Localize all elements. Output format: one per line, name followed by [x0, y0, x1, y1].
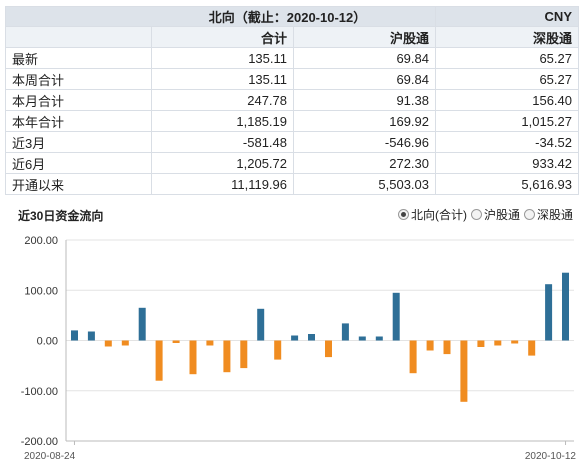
column-header-shenzhen: 深股通 — [435, 26, 579, 48]
table-cell: 1,015.27 — [435, 110, 579, 132]
chart-title: 近30日资金流向 — [18, 209, 104, 223]
bar[interactable] — [104, 340, 112, 347]
table-cell: 135.11 — [151, 68, 294, 90]
bar[interactable] — [189, 340, 197, 375]
currency-label: CNY — [435, 6, 579, 27]
bar[interactable] — [206, 340, 214, 346]
bar[interactable] — [375, 336, 383, 341]
bar[interactable] — [274, 340, 282, 360]
y-tick-label: -200.00 — [21, 436, 58, 448]
column-header-row: 合计 沪股通 深股通 — [5, 26, 579, 48]
bar[interactable] — [528, 340, 536, 356]
bar[interactable] — [291, 335, 299, 341]
bar[interactable] — [121, 340, 129, 346]
y-tick-label: -100.00 — [21, 386, 58, 398]
table-row: 近6月 1,205.72 272.30 933.42 — [5, 152, 579, 174]
table-cell: 1,205.72 — [151, 152, 294, 174]
bar[interactable] — [172, 340, 180, 344]
bar[interactable] — [392, 292, 400, 341]
table-cell: -581.48 — [151, 131, 294, 153]
bar[interactable] — [257, 308, 265, 341]
bar[interactable] — [308, 334, 315, 341]
table-row: 本周合计 135.11 69.84 65.27 — [5, 68, 579, 90]
row-label: 最新 — [5, 47, 152, 69]
bar[interactable] — [494, 340, 502, 346]
legend-option-total[interactable]: 北向(合计) — [397, 206, 467, 223]
table-cell: 65.27 — [435, 47, 579, 69]
legend-option-shenzhen[interactable]: 深股通 — [523, 206, 573, 223]
y-tick-label: 0.00 — [37, 336, 58, 348]
table-cell: 247.78 — [151, 89, 294, 111]
legend-label-total: 北向(合计) — [410, 208, 467, 222]
table-body: 最新 135.11 69.84 65.27 本周合计 135.11 69.84 65.27 本月… — [5, 47, 579, 195]
bar[interactable] — [87, 331, 95, 341]
table-cell: 5,616.93 — [435, 173, 579, 195]
row-label: 开通以来 — [5, 173, 152, 195]
bar[interactable] — [443, 340, 451, 355]
table-cell: -546.96 — [293, 131, 436, 153]
bar[interactable] — [358, 336, 366, 341]
radio-unselected-icon[interactable] — [470, 209, 482, 220]
table-cell: 272.30 — [293, 152, 436, 174]
bar[interactable] — [477, 340, 485, 348]
legend-label-shanghai: 沪股通 — [483, 208, 520, 222]
bar[interactable] — [511, 340, 519, 344]
bar[interactable] — [240, 340, 248, 369]
column-header-blank — [5, 26, 152, 48]
legend-label-shenzhen: 深股通 — [536, 208, 573, 222]
x-tick-label-start: 2020-08-24 — [24, 451, 76, 462]
table-cell: 69.84 — [293, 47, 436, 69]
bar[interactable] — [71, 330, 78, 341]
bar[interactable] — [409, 340, 417, 374]
bar[interactable] — [460, 340, 468, 402]
table-cell: 69.84 — [293, 68, 436, 90]
y-tick-label: 200.00 — [24, 235, 58, 247]
table-cell: 169.92 — [293, 110, 436, 132]
table-row: 本年合计 1,185.19 169.92 1,015.27 — [5, 110, 579, 132]
table-cell: -34.52 — [435, 131, 579, 153]
bar[interactable] — [155, 340, 163, 381]
bar[interactable] — [545, 284, 553, 341]
table-cell: 1,185.19 — [151, 110, 294, 132]
table-cell: 5,503.03 — [293, 173, 436, 195]
bar[interactable] — [223, 340, 231, 373]
row-label: 本月合计 — [5, 89, 152, 111]
row-label: 本年合计 — [5, 110, 152, 132]
table-cell: 91.38 — [293, 89, 436, 111]
table-title-row: 北向（截止：2020-10-12） CNY — [5, 6, 579, 27]
table-row: 近3月 -581.48 -546.96 -34.52 — [5, 131, 579, 153]
row-label: 本周合计 — [5, 68, 152, 90]
table-cell: 11,119.96 — [151, 173, 294, 195]
table-cell: 65.27 — [435, 68, 579, 90]
bar[interactable] — [562, 272, 569, 341]
row-label: 近6月 — [5, 152, 152, 174]
table-title: 北向（截止：2020-10-12） — [5, 6, 436, 27]
bar[interactable] — [325, 340, 332, 358]
column-header-total: 合计 — [151, 26, 294, 48]
bar[interactable] — [341, 323, 349, 341]
x-tick-label-end: 2020-10-12 — [525, 451, 577, 462]
table-row: 开通以来 11,119.96 5,503.03 5,616.93 — [5, 173, 579, 195]
column-header-shanghai: 沪股通 — [293, 26, 436, 48]
bar[interactable] — [426, 340, 434, 351]
table-cell: 933.42 — [435, 152, 579, 174]
northbound-summary-table: 北向（截止：2020-10-12） CNY 合计 沪股通 深股通 最新 135.1… — [5, 6, 579, 195]
table-cell: 156.40 — [435, 89, 579, 111]
bar[interactable] — [138, 307, 146, 341]
radio-unselected-icon[interactable] — [523, 209, 535, 220]
radio-selected-icon[interactable] — [397, 209, 409, 220]
legend-option-shanghai[interactable]: 沪股通 — [470, 206, 520, 223]
fund-flow-bar-chart: 200.00 100.00 0.00 -100.00 -200.00 2020-08-24… — [21, 235, 577, 462]
table-row: 最新 135.11 69.84 65.27 — [5, 47, 579, 69]
chart-legend: 北向(合计) 沪股通 深股通 — [397, 206, 573, 223]
row-label: 近3月 — [5, 131, 152, 153]
y-tick-label: 100.00 — [24, 285, 58, 297]
table-cell: 135.11 — [151, 47, 294, 69]
table-row: 本月合计 247.78 91.38 156.40 — [5, 89, 579, 111]
